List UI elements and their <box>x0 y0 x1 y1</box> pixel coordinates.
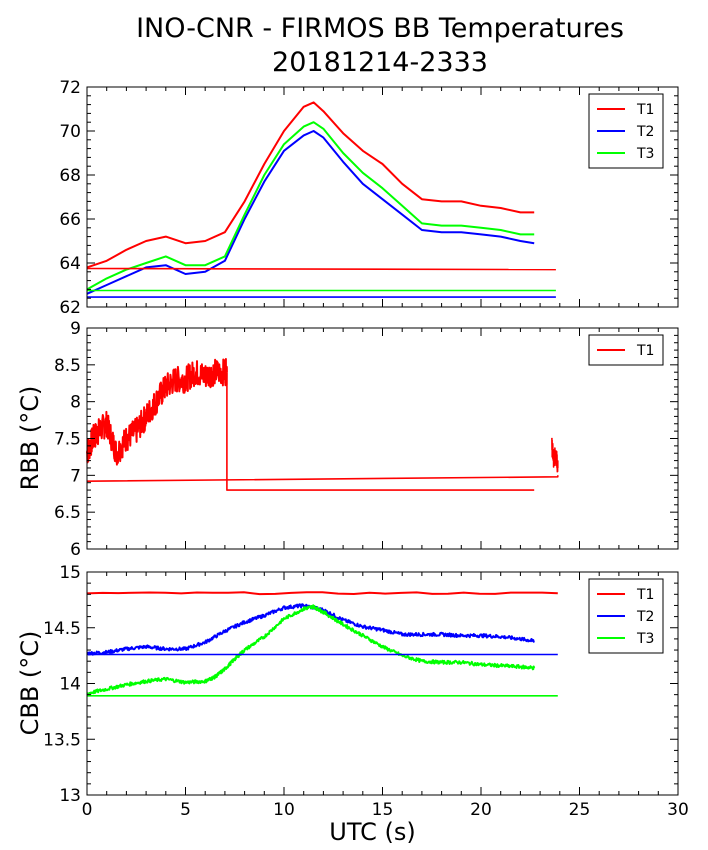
y-tick-label: 6.5 <box>54 503 81 523</box>
x-tick-label: 20 <box>470 800 492 820</box>
series-line-t2 <box>86 603 535 656</box>
y-tick-label: 62 <box>59 298 81 318</box>
legend: T1 T2 T3 <box>588 93 664 169</box>
top-panel: 62 64 66 68 70 72 T1 T2 T3 <box>59 78 679 318</box>
series-line-t1-drop <box>226 372 535 491</box>
figure-subtitle: 20181214-2333 <box>272 47 488 78</box>
series-line-t3 <box>86 604 536 696</box>
legend-label: T2 <box>636 124 654 140</box>
series-line-t2 <box>86 130 535 295</box>
x-tick-label: 15 <box>372 800 394 820</box>
y-tick-label: 64 <box>59 254 81 274</box>
legend-label: T3 <box>636 146 654 162</box>
y-tick-label: 15 <box>59 563 81 583</box>
y-tick-label: 8 <box>70 393 81 413</box>
y-tick-label: 13.5 <box>43 730 81 750</box>
x-tick-label: 30 <box>667 800 689 820</box>
y-tick-label: 70 <box>59 122 81 142</box>
legend: T1 <box>588 334 664 366</box>
y-tick-label: 6 <box>70 540 81 560</box>
rbb-panel: 6 6.5 7 7.5 8 8.5 9 RBB (°C) T1 <box>16 319 679 560</box>
cbb-panel: 0 5 10 15 20 25 30 13 13.5 14 14.5 15 CBB (°C) UTC (s… <box>16 563 689 846</box>
series-line-t1 <box>86 591 558 596</box>
y-tick-label: 13 <box>59 786 81 806</box>
legend-label: T3 <box>636 631 654 647</box>
x-tick-label: 10 <box>273 800 295 820</box>
figure-title: INO-CNR - FIRMOS BB Temperatures <box>136 13 624 44</box>
legend: T1 T2 T3 <box>588 578 664 654</box>
series-line-t1 <box>86 358 228 466</box>
y-tick-label: 7.5 <box>54 430 81 450</box>
y-tick-label: 66 <box>59 210 81 230</box>
legend-label: T1 <box>636 587 654 603</box>
x-tick-label: 25 <box>569 800 591 820</box>
y-axis-label: CBB (°C) <box>16 631 44 736</box>
series-line-t1-end-burst <box>551 437 559 473</box>
y-tick-label: 68 <box>59 166 81 186</box>
series-line-t1-return-trace <box>86 475 559 482</box>
x-tick-label: 5 <box>180 800 191 820</box>
legend-label: T1 <box>636 102 654 118</box>
x-axis-label: UTC (s) <box>329 818 415 846</box>
series-line-t3 <box>86 121 535 291</box>
legend-label: T1 <box>636 343 654 359</box>
x-tick-label: 0 <box>82 800 93 820</box>
series-line-t1-return-trace <box>86 267 556 271</box>
y-tick-label: 9 <box>70 319 81 339</box>
series-line-t1 <box>86 101 535 269</box>
legend-label: T2 <box>636 609 654 625</box>
y-tick-label: 14.5 <box>43 619 81 639</box>
y-tick-label: 14 <box>59 675 81 695</box>
y-axis-label: RBB (°C) <box>16 386 44 491</box>
y-tick-label: 72 <box>59 78 81 98</box>
y-tick-label: 7 <box>70 466 81 486</box>
y-tick-label: 8.5 <box>54 356 81 376</box>
